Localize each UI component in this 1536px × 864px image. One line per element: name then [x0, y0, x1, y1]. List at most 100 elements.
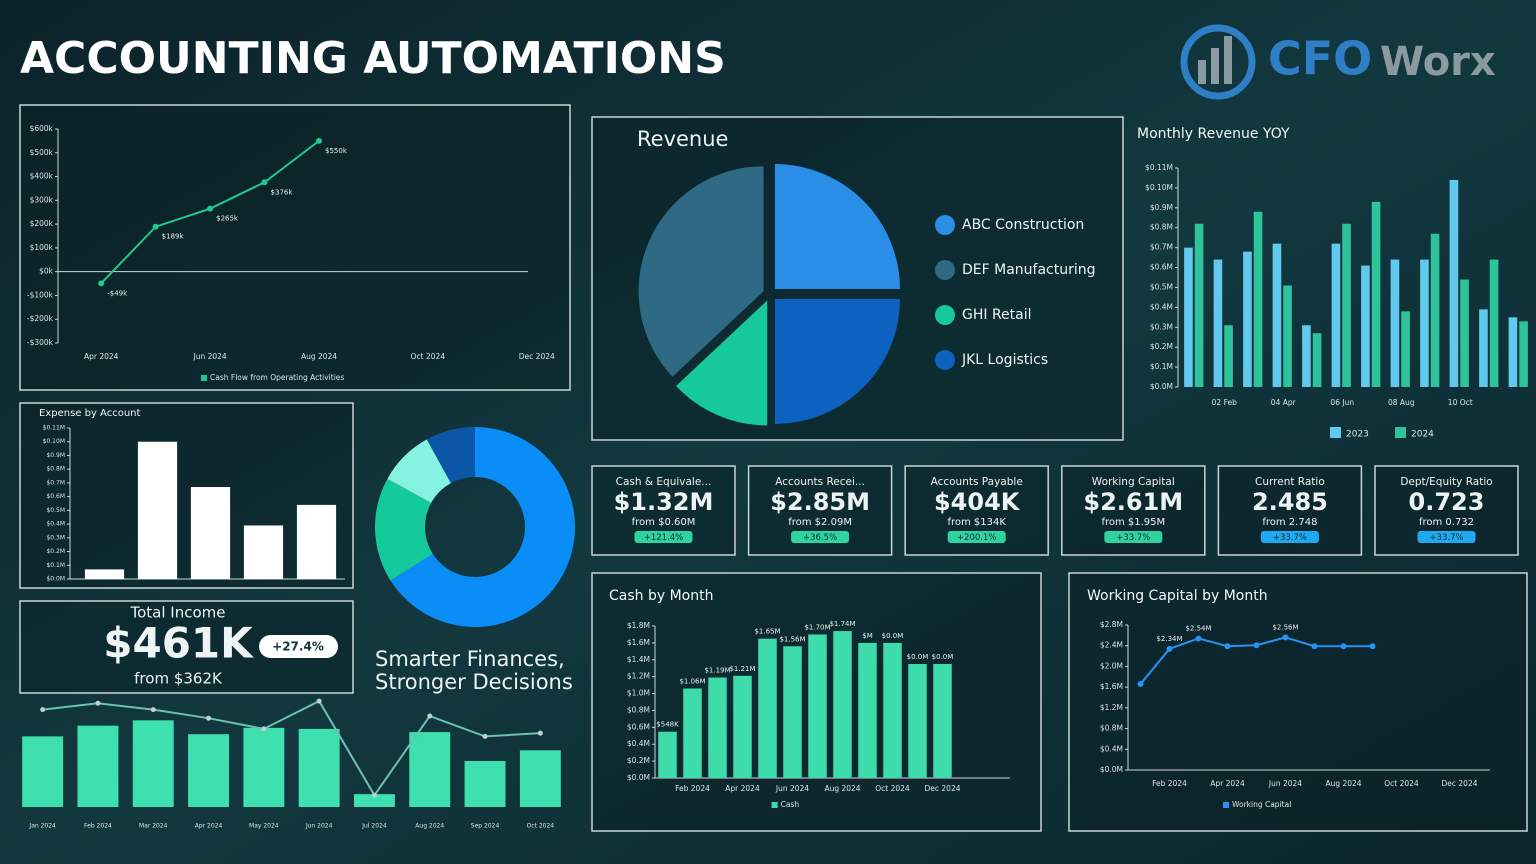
bar [833, 631, 852, 778]
donut-slice [390, 427, 575, 628]
x-tick-label: Jul 2024 [361, 823, 387, 830]
bar [1312, 333, 1322, 387]
bar [22, 736, 64, 807]
y-tick-label: $0.8M [1100, 724, 1123, 733]
point [40, 707, 46, 713]
line [42, 699, 541, 798]
x-tick-label: Jan 2024 [28, 823, 56, 830]
bar [658, 731, 677, 778]
point [1137, 681, 1144, 688]
point [1224, 643, 1231, 650]
legend-swatch [1330, 427, 1341, 438]
point [1253, 642, 1260, 649]
bar [296, 504, 337, 579]
point [1369, 643, 1376, 650]
bar [1184, 247, 1193, 387]
kpi-from: from $1.95M [1101, 517, 1165, 528]
value-label: $1.70M [804, 623, 830, 631]
point [316, 698, 322, 704]
kpi-label: Cash & Equivale... [616, 476, 712, 488]
y-tick-label: $0.8M [46, 466, 65, 473]
y-tick-label: $0.6M [1150, 263, 1173, 272]
kpi-card [1217, 465, 1363, 556]
page-title: ACCOUNTING AUTOMATIONS [20, 33, 726, 84]
value-label: $1.65M [754, 628, 780, 636]
kpi-label: Accounts Payable [931, 476, 1023, 488]
donut-slice [374, 478, 433, 581]
y-tick-label: $0.5M [1150, 282, 1173, 291]
bar [1253, 211, 1263, 387]
y-tick-label: $100k [30, 243, 54, 252]
x-tick-label: Feb 2024 [84, 823, 112, 830]
x-tick-label: 10 Oct [1448, 398, 1473, 407]
x-tick-label: Oct 2024 [527, 823, 555, 830]
value-label: $2.34M [1156, 635, 1182, 643]
value-label: $1.21M [729, 665, 755, 673]
income-from: from $362K [134, 670, 223, 688]
bar [137, 441, 178, 579]
bar [1194, 223, 1204, 387]
x-tick-label: Feb 2024 [675, 784, 710, 793]
y-tick-label: $1.6M [1100, 682, 1123, 691]
bar [77, 725, 119, 807]
x-tick-label: Jun 2024 [193, 352, 227, 361]
point [207, 205, 214, 212]
y-tick-label: $0.3M [46, 534, 65, 541]
pie-slice [676, 300, 768, 426]
bar [243, 525, 284, 579]
bar [132, 720, 174, 807]
value-label: $0.0M [907, 653, 929, 661]
bar [409, 732, 451, 807]
bar [464, 760, 506, 807]
kpi-value: 2.485 [1252, 488, 1328, 516]
y-tick-label: $0.1M [1150, 362, 1173, 371]
x-tick-label: Apr 2024 [1210, 779, 1245, 788]
x-tick-label: Mar 2024 [139, 823, 168, 830]
bar [1331, 243, 1341, 387]
kpi-badge [634, 531, 693, 543]
legend-swatch [935, 305, 955, 325]
kpi-badge [1104, 531, 1163, 543]
bar [1224, 325, 1233, 387]
kpi-change: +33.7% [1429, 533, 1463, 543]
x-tick-label: Jun 2024 [775, 784, 809, 793]
y-tick-label: $0.4M [1150, 302, 1173, 311]
kpi-label: Working Capital [1092, 476, 1175, 488]
y-tick-label: $0.4M [1100, 744, 1123, 753]
y-tick-label: -$300k [27, 338, 54, 347]
point [206, 715, 212, 721]
x-tick-label: Apr 2024 [84, 352, 119, 361]
logo-ring [1180, 24, 1256, 100]
x-tick-label: Sep 2024 [471, 823, 500, 830]
value-label: $0.0M [932, 653, 954, 661]
bar [1272, 243, 1282, 387]
pie-slice [638, 166, 764, 377]
legend-label: 2023 [1346, 430, 1369, 440]
bar [1213, 259, 1223, 387]
panel [1068, 572, 1528, 832]
y-tick-label: $0k [39, 267, 54, 276]
y-tick-label: $0.11M [43, 425, 65, 432]
kpi-badge [791, 531, 850, 543]
donut-slice [387, 439, 451, 503]
income-value: $461K [103, 619, 254, 668]
legend-label: Cash Flow from Operating Activities [210, 373, 344, 382]
logo: CFO Worx [1180, 24, 1496, 100]
legend-label: DEF Manufacturing [962, 262, 1096, 278]
legend-swatch [1223, 802, 1229, 808]
bar [1390, 259, 1400, 387]
value-label: $548K [656, 721, 679, 729]
value-label: $1.74M [829, 620, 855, 628]
bar [1519, 321, 1528, 387]
point [261, 726, 267, 732]
bar [1508, 317, 1518, 387]
income-change: +27.4% [272, 640, 324, 654]
x-tick-label: Aug 2024 [415, 823, 444, 830]
y-tick-label: $0.8M [1150, 223, 1173, 232]
bar [1302, 325, 1311, 387]
y-tick-label: $400k [30, 172, 54, 181]
chart-title: Revenue [637, 127, 728, 151]
x-tick-label: Apr 2024 [195, 823, 223, 830]
x-tick-label: Oct 2024 [411, 352, 446, 361]
bar [1342, 223, 1351, 387]
